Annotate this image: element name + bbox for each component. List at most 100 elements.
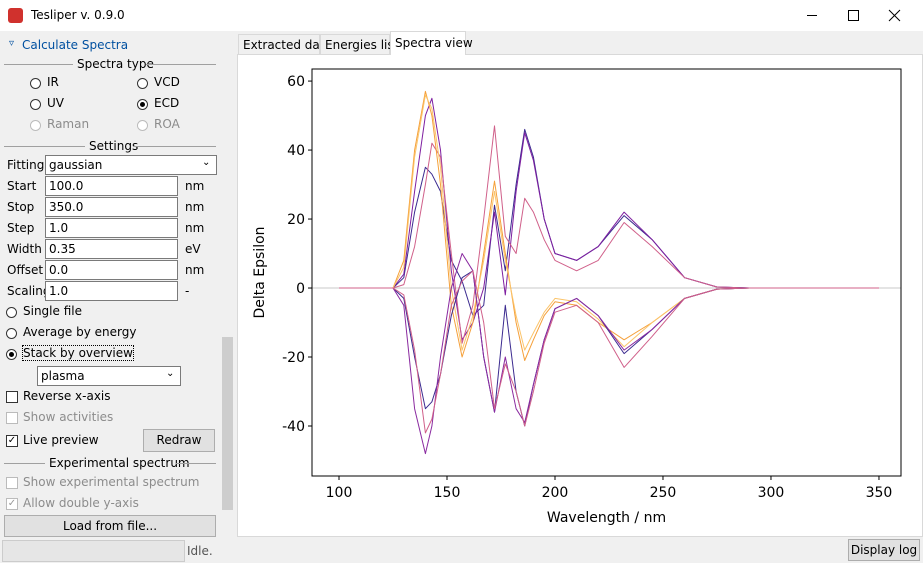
group-line bbox=[176, 463, 216, 464]
radio-button[interactable] bbox=[30, 99, 41, 110]
radio-button[interactable] bbox=[6, 307, 17, 318]
status-text: Idle. bbox=[187, 544, 213, 558]
group-line bbox=[4, 146, 85, 147]
fitting-combobox[interactable]: gaussian bbox=[45, 155, 217, 175]
checkbox-label: Allow double y-axis bbox=[23, 496, 139, 510]
text-input[interactable]: 1.0 bbox=[45, 281, 178, 301]
radio-label[interactable]: VCD bbox=[154, 75, 180, 89]
spectrum-line bbox=[339, 270, 879, 427]
colormap-combobox[interactable]: plasma bbox=[37, 366, 181, 386]
checkbox-label: Show activities bbox=[23, 410, 114, 424]
checkbox bbox=[6, 477, 18, 489]
x-tick-label: 250 bbox=[650, 485, 677, 501]
tab[interactable]: Spectra view bbox=[390, 31, 473, 55]
radio-button[interactable] bbox=[137, 78, 148, 89]
radio-button bbox=[137, 120, 148, 131]
tab[interactable]: Extracted data bbox=[238, 34, 332, 54]
group-line bbox=[146, 64, 216, 65]
field-label: Start bbox=[7, 179, 37, 193]
checkbox-label[interactable]: Live preview bbox=[23, 433, 99, 447]
app-icon bbox=[8, 8, 23, 23]
unit-label: - bbox=[185, 284, 190, 298]
group-header: Settings bbox=[89, 139, 139, 153]
radio-label[interactable]: ECD bbox=[154, 96, 180, 110]
group-line bbox=[4, 64, 73, 65]
checkbox: ✓ bbox=[6, 498, 18, 510]
window-controls[interactable] bbox=[780, 0, 923, 31]
redraw-button[interactable]: Redraw bbox=[143, 429, 215, 452]
text-input[interactable]: 350.0 bbox=[45, 197, 178, 217]
field-label: Width bbox=[7, 242, 42, 256]
checkbox[interactable]: ✓ bbox=[6, 435, 18, 447]
y-tick-label: 0 bbox=[296, 281, 305, 297]
plot-frame bbox=[311, 68, 902, 477]
spectrum-line bbox=[339, 125, 879, 344]
radio-label: Raman bbox=[47, 117, 90, 131]
display-log-button[interactable]: Display log bbox=[848, 539, 920, 561]
unit-label: nm bbox=[185, 179, 205, 193]
combo-arrow[interactable]: ⌄ bbox=[166, 368, 175, 379]
y-tick-label: 20 bbox=[287, 212, 305, 228]
radio-label[interactable]: Single file bbox=[23, 304, 82, 318]
y-tick-label: -40 bbox=[282, 419, 305, 435]
x-axis-label: Wavelength / nm bbox=[547, 510, 666, 526]
tab[interactable]: Energies list bbox=[320, 34, 398, 54]
text-input[interactable]: 100.0 bbox=[45, 176, 178, 196]
title-bar: Tesliper v. 0.9.0 bbox=[0, 0, 923, 31]
x-tick-label: 200 bbox=[542, 485, 569, 501]
radio-label[interactable]: Stack by overview bbox=[22, 345, 134, 361]
group-line bbox=[4, 463, 45, 464]
field-label: Stop bbox=[7, 200, 35, 214]
spectrum-line bbox=[339, 90, 879, 361]
section-title[interactable]: Calculate Spectra bbox=[22, 38, 129, 52]
radio-button[interactable] bbox=[30, 78, 41, 89]
field-label: Scaling bbox=[7, 284, 51, 298]
field-label: Fitting bbox=[7, 158, 45, 172]
radio-button[interactable] bbox=[6, 349, 17, 360]
radio-label: ROA bbox=[154, 117, 180, 131]
y-tick-label: 60 bbox=[287, 74, 305, 90]
radio-label[interactable]: Average by energy bbox=[23, 325, 137, 339]
text-input[interactable]: 1.0 bbox=[45, 218, 178, 238]
y-tick-label: -20 bbox=[282, 350, 305, 366]
checkbox[interactable] bbox=[6, 391, 18, 403]
field-label: Step bbox=[7, 221, 35, 235]
group-header: Spectra type bbox=[77, 57, 154, 71]
text-input[interactable]: 0.35 bbox=[45, 239, 178, 259]
scroll-thumb[interactable] bbox=[222, 337, 233, 510]
spectrum-line bbox=[339, 97, 879, 341]
unit-label: nm bbox=[185, 221, 205, 235]
checkbox-label: Show experimental spectrum bbox=[23, 475, 200, 489]
field-label: Offset bbox=[7, 263, 44, 277]
load-button[interactable]: Load from file... bbox=[4, 515, 216, 537]
spectrum-line bbox=[339, 253, 879, 455]
section-arrow: ▿ bbox=[9, 38, 15, 49]
x-tick-label: 100 bbox=[326, 485, 353, 501]
checkbox-label[interactable]: Reverse x-axis bbox=[23, 389, 111, 403]
combo-arrow[interactable]: ⌄ bbox=[202, 157, 211, 168]
y-tick-label: 40 bbox=[287, 143, 305, 159]
chart: -40 -20 0 20 40 60 100 150 200 250 300 350 Wavelengt… bbox=[252, 68, 902, 526]
x-tick-label: 150 bbox=[434, 485, 461, 501]
unit-label: nm bbox=[185, 263, 205, 277]
group-header: Experimental spectrum bbox=[49, 456, 190, 470]
checkbox bbox=[6, 412, 18, 424]
radio-label[interactable]: IR bbox=[47, 75, 59, 89]
unit-label: nm bbox=[185, 200, 205, 214]
x-tick-label: 350 bbox=[866, 485, 893, 501]
spectrum-line bbox=[339, 94, 879, 351]
tab-content: -40 -20 0 20 40 60 100 150 200 250 300 350 Wavelengt… bbox=[237, 54, 923, 537]
x-tick-label: 300 bbox=[758, 485, 785, 501]
radio-button bbox=[30, 120, 41, 131]
scrollbar[interactable] bbox=[220, 31, 235, 537]
progress-bar bbox=[2, 540, 185, 562]
radio-button[interactable] bbox=[6, 328, 17, 339]
radio-label[interactable]: UV bbox=[47, 96, 64, 110]
window-title: Tesliper v. 0.9.0 bbox=[31, 8, 125, 22]
unit-label: eV bbox=[185, 242, 201, 256]
text-input[interactable]: 0.0 bbox=[45, 260, 178, 280]
spectrum-line bbox=[339, 270, 879, 434]
radio-button[interactable] bbox=[137, 99, 148, 110]
group-line bbox=[134, 146, 216, 147]
